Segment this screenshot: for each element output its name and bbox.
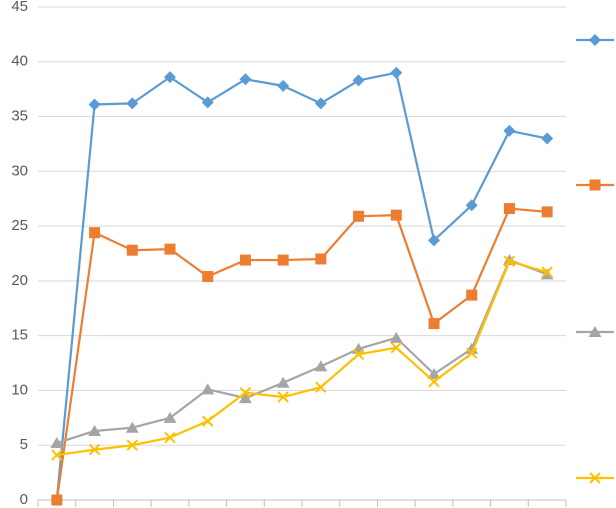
marker [277, 254, 289, 266]
marker [466, 289, 478, 301]
series-line [56, 258, 548, 445]
series-line [56, 260, 548, 457]
marker [51, 449, 63, 461]
marker [163, 411, 177, 423]
y-tick-label: 20 [11, 272, 28, 289]
marker [126, 439, 138, 451]
marker [503, 255, 516, 267]
marker [164, 431, 176, 444]
marker [126, 97, 139, 110]
marker [352, 348, 365, 360]
marker [202, 271, 214, 283]
marker [51, 494, 63, 506]
y-tick-label: 15 [11, 327, 28, 344]
marker [277, 391, 289, 403]
marker [238, 392, 252, 404]
marker [201, 96, 214, 109]
marker [125, 421, 139, 433]
y-tick-label: 10 [11, 381, 28, 398]
y-tick-label: 30 [11, 162, 28, 179]
marker [428, 234, 440, 247]
marker [277, 79, 290, 92]
marker [88, 424, 102, 436]
marker [428, 375, 440, 388]
marker [428, 318, 440, 330]
marker [589, 179, 601, 191]
marker [503, 203, 515, 215]
marker [239, 386, 252, 399]
series-line [55, 207, 548, 501]
marker [541, 206, 553, 218]
y-tick-label: 25 [11, 217, 28, 234]
marker [465, 199, 478, 212]
marker [89, 227, 101, 239]
marker [164, 71, 176, 84]
marker [390, 342, 402, 354]
marker [389, 331, 403, 343]
marker [126, 244, 138, 256]
marker [589, 34, 601, 46]
marker [164, 243, 176, 255]
marker [201, 383, 215, 395]
marker [503, 124, 516, 137]
y-tick-label: 5 [20, 436, 28, 453]
marker [315, 253, 327, 265]
marker [352, 74, 365, 87]
marker [390, 66, 403, 79]
marker [314, 360, 328, 372]
marker [588, 326, 602, 337]
marker [466, 347, 478, 359]
y-tick-label: 0 [20, 491, 28, 508]
marker [276, 376, 290, 388]
marker [390, 209, 402, 221]
marker [314, 97, 327, 110]
marker [427, 368, 441, 380]
marker [239, 73, 252, 86]
marker [88, 443, 101, 456]
marker [315, 381, 327, 393]
series-line [55, 71, 548, 501]
marker [50, 437, 64, 449]
y-tick-label: 45 [11, 0, 28, 15]
y-tick-label: 35 [11, 108, 28, 125]
marker [88, 98, 101, 111]
marker [239, 254, 251, 266]
marker [589, 472, 601, 484]
marker [202, 415, 214, 427]
marker [541, 266, 553, 278]
y-tick-label: 40 [11, 53, 28, 70]
marker [541, 132, 554, 145]
marker [353, 210, 365, 222]
